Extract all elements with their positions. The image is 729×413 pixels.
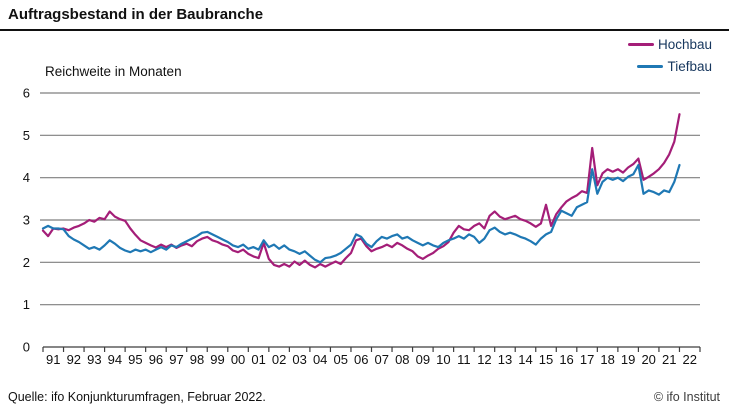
- x-tick-label: 93: [87, 352, 101, 367]
- series-line-tiefbau: [41, 163, 681, 264]
- y-tick-label: 1: [23, 297, 30, 312]
- page-title: Auftragsbestand in der Baubranche: [8, 6, 264, 23]
- x-tick-label: 14: [518, 352, 532, 367]
- y-tick-label: 5: [23, 128, 30, 143]
- x-tick-label: 05: [333, 352, 347, 367]
- legend-item-tiefbau: Tiefbau: [637, 59, 712, 74]
- x-tick-label: 09: [416, 352, 430, 367]
- x-tick-label: 91: [46, 352, 60, 367]
- title-divider: [0, 29, 729, 31]
- x-tick-label: 03: [292, 352, 306, 367]
- x-tick-label: 06: [354, 352, 368, 367]
- x-tick-label: 92: [67, 352, 81, 367]
- y-tick-label: 4: [23, 170, 30, 185]
- x-tick-label: 00: [231, 352, 245, 367]
- x-tick-label: 20: [641, 352, 655, 367]
- x-tick-label: 13: [498, 352, 512, 367]
- x-tick-label: 95: [128, 352, 142, 367]
- x-tick-label: 94: [108, 352, 122, 367]
- source-note: Quelle: ifo Konjunkturumfragen, Februar …: [8, 390, 266, 404]
- legend-item-hochbau: Hochbau: [627, 37, 712, 52]
- y-tick-label: 0: [23, 340, 30, 355]
- copyright-note: © ifo Institut: [653, 390, 720, 404]
- x-tick-label: 18: [600, 352, 614, 367]
- x-tick-label: 12: [477, 352, 491, 367]
- x-tick-label: 02: [272, 352, 286, 367]
- y-axis-title: Reichweite in Monaten: [45, 64, 182, 79]
- legend-swatch-hochbau: [627, 43, 654, 46]
- x-tick-label: 22: [683, 352, 697, 367]
- legend-label-hochbau: Hochbau: [657, 37, 712, 52]
- y-tick-label: 6: [23, 86, 30, 101]
- series-line-hochbau: [41, 113, 681, 269]
- x-tick-label: 16: [559, 352, 573, 367]
- x-tick-label: 98: [190, 352, 204, 367]
- x-tick-label: 15: [539, 352, 553, 367]
- x-tick-label: 97: [169, 352, 183, 367]
- x-tick-label: 10: [436, 352, 450, 367]
- x-tick-label: 11: [457, 352, 471, 367]
- y-tick-label: 3: [23, 213, 30, 228]
- y-tick-label: 2: [23, 255, 30, 270]
- x-tick-label: 04: [313, 352, 327, 367]
- x-tick-label: 08: [395, 352, 409, 367]
- x-tick-label: 96: [149, 352, 163, 367]
- x-tick-label: 21: [662, 352, 676, 367]
- legend-label-tiefbau: Tiefbau: [667, 59, 712, 74]
- x-tick-label: 99: [210, 352, 224, 367]
- x-tick-label: 17: [580, 352, 594, 367]
- x-tick-label: 19: [621, 352, 635, 367]
- x-tick-label: 07: [375, 352, 389, 367]
- legend-swatch-tiefbau: [637, 65, 664, 68]
- x-tick-label: 01: [251, 352, 265, 367]
- legend: Hochbau Tiefbau: [627, 37, 712, 74]
